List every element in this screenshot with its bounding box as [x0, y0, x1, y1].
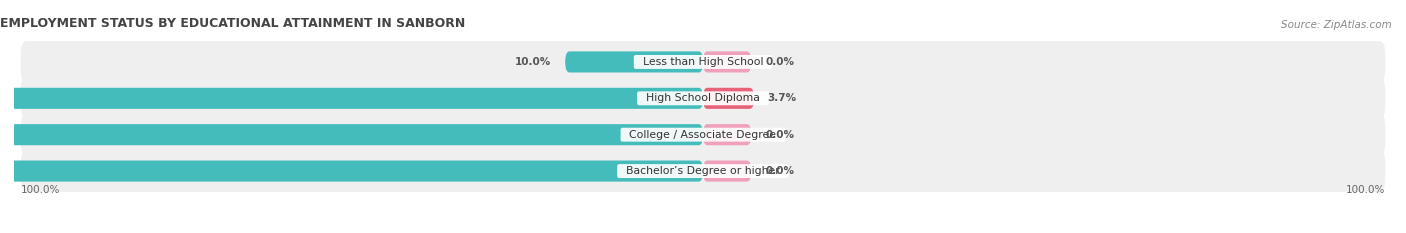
Text: 100.0%: 100.0% — [21, 185, 60, 195]
FancyBboxPatch shape — [703, 124, 751, 145]
FancyBboxPatch shape — [21, 114, 1385, 155]
Text: 3.7%: 3.7% — [768, 93, 797, 103]
FancyBboxPatch shape — [0, 161, 703, 182]
Text: 0.0%: 0.0% — [765, 166, 794, 176]
FancyBboxPatch shape — [565, 51, 703, 72]
FancyBboxPatch shape — [0, 88, 703, 109]
Text: High School Diploma: High School Diploma — [640, 93, 766, 103]
Text: Less than High School: Less than High School — [636, 57, 770, 67]
FancyBboxPatch shape — [703, 161, 751, 182]
Text: EMPLOYMENT STATUS BY EDUCATIONAL ATTAINMENT IN SANBORN: EMPLOYMENT STATUS BY EDUCATIONAL ATTAINM… — [0, 17, 465, 30]
FancyBboxPatch shape — [21, 150, 1385, 192]
FancyBboxPatch shape — [0, 124, 703, 145]
FancyBboxPatch shape — [703, 88, 754, 109]
Text: 10.0%: 10.0% — [515, 57, 551, 67]
Text: 100.0%: 100.0% — [1346, 185, 1385, 195]
FancyBboxPatch shape — [703, 51, 751, 72]
Text: College / Associate Degree: College / Associate Degree — [623, 130, 783, 140]
FancyBboxPatch shape — [21, 78, 1385, 119]
Text: Source: ZipAtlas.com: Source: ZipAtlas.com — [1281, 20, 1392, 30]
Text: 0.0%: 0.0% — [765, 130, 794, 140]
Text: Bachelor’s Degree or higher: Bachelor’s Degree or higher — [619, 166, 787, 176]
FancyBboxPatch shape — [21, 41, 1385, 83]
Text: 0.0%: 0.0% — [765, 57, 794, 67]
